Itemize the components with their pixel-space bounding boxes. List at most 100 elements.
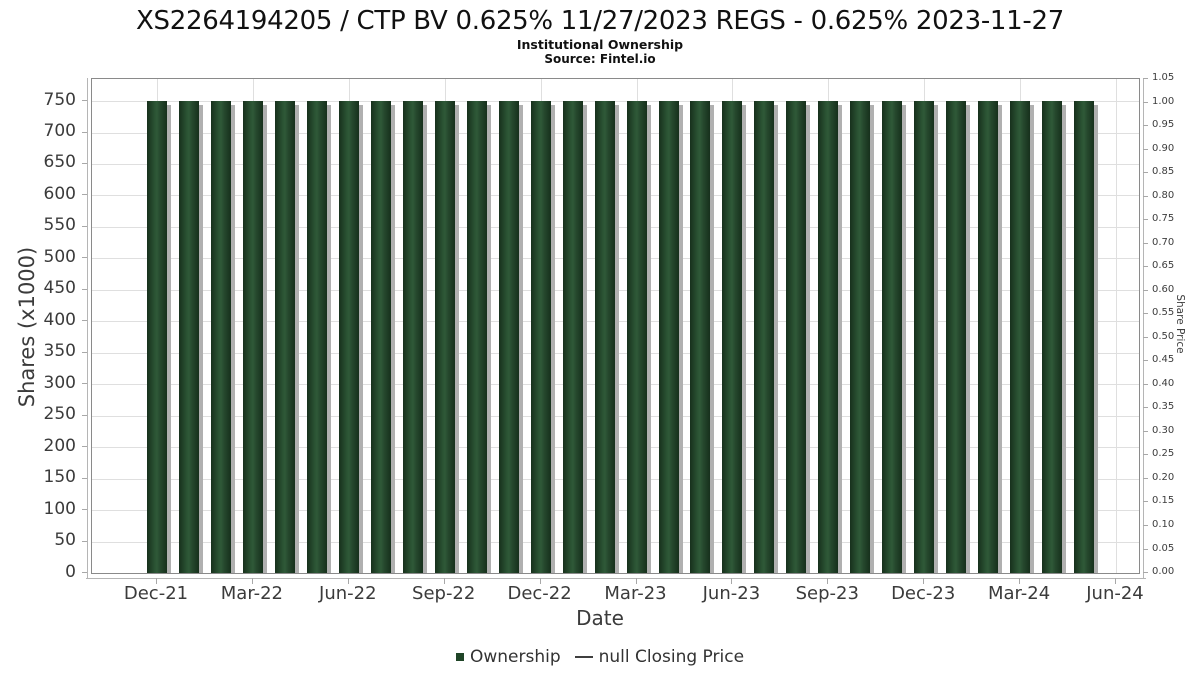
right-axis-tick-label: 0.85	[1152, 166, 1175, 178]
bar[interactable]	[434, 101, 455, 573]
right-axis-tick-label: 0.70	[1152, 236, 1175, 248]
bar[interactable]	[210, 101, 231, 573]
bottom-axis-line	[86, 578, 1146, 579]
bar[interactable]	[370, 101, 391, 573]
bar[interactable]	[914, 101, 935, 573]
bar[interactable]	[147, 101, 167, 573]
plot-area	[91, 78, 1140, 574]
bar[interactable]	[978, 101, 999, 573]
bar[interactable]	[466, 101, 487, 573]
chart-source-label: Source: Fintel.io	[544, 52, 656, 66]
bar[interactable]	[1010, 101, 1031, 573]
legend-item-ownership[interactable]: Ownership	[455, 647, 561, 667]
right-axis-tick-label: 0.80	[1152, 189, 1175, 201]
y-axis-tick	[82, 288, 87, 290]
y-axis-tick	[82, 194, 87, 196]
bar[interactable]	[946, 101, 967, 573]
right-axis-tick	[1143, 172, 1148, 174]
bar[interactable]	[594, 101, 615, 573]
right-axis-tick	[1143, 430, 1148, 432]
legend-item-label: Ownership	[469, 647, 561, 667]
bar[interactable]	[722, 101, 743, 573]
x-axis-title: Date	[576, 606, 624, 630]
right-axis-tick-label: 0.60	[1152, 283, 1175, 295]
right-axis-tick	[1143, 454, 1148, 456]
right-axis-tick	[1143, 360, 1148, 362]
right-axis-tick-label: 0.00	[1152, 566, 1175, 577]
closing-price-series-swatch-icon	[574, 655, 593, 659]
bar[interactable]	[1042, 101, 1063, 573]
bar[interactable]	[338, 101, 359, 573]
x-axis-tick-label: Jun-23	[702, 583, 761, 604]
right-axis-tick	[1143, 195, 1148, 197]
bar[interactable]	[274, 101, 295, 573]
bar[interactable]	[658, 101, 679, 573]
y-axis-tick-label: 600	[43, 183, 76, 204]
x-axis-tick-label: Dec-23	[891, 583, 956, 604]
bar[interactable]	[530, 101, 551, 573]
y-axis-tick	[82, 446, 87, 448]
bar[interactable]	[402, 101, 423, 573]
right-axis-tick	[1143, 477, 1148, 479]
y-axis-tick	[82, 383, 87, 385]
x-axis-tick	[1019, 578, 1021, 584]
bar[interactable]	[882, 101, 903, 573]
bar[interactable]	[786, 101, 807, 573]
y-axis-tick-label: 550	[43, 215, 76, 236]
x-axis-tick	[443, 578, 445, 584]
y-axis-tick-label: 350	[43, 341, 76, 362]
bar[interactable]	[754, 101, 775, 573]
right-axis-tick-label: 0.50	[1152, 330, 1175, 342]
y-axis-tick	[82, 540, 87, 542]
right-axis-tick	[1143, 407, 1148, 409]
y-axis-tick	[82, 131, 87, 133]
right-axis-tick	[1143, 501, 1148, 503]
right-axis-tick-label: 0.75	[1152, 213, 1175, 225]
right-axis-tick	[1143, 242, 1148, 244]
ownership-series-swatch-icon	[455, 653, 464, 661]
y-axis-tick-label: 0	[65, 561, 76, 582]
right-axis-tick	[1143, 289, 1148, 291]
y-axis-tick	[82, 509, 87, 511]
right-axis-tick	[1143, 78, 1148, 79]
y-axis-tick	[82, 414, 87, 416]
x-axis-tick-label: Jun-24	[1086, 583, 1144, 604]
y-axis-tick-label: 650	[43, 152, 76, 173]
y-axis-tick-label: 750	[43, 89, 76, 110]
legend-item-label: null Closing Price	[598, 647, 745, 667]
bar[interactable]	[850, 101, 871, 573]
right-axis-tick-label: 1.00	[1152, 95, 1175, 107]
right-axis-tick-label: 0.30	[1152, 424, 1175, 436]
x-axis-tick-label: Mar-23	[604, 583, 667, 604]
bar[interactable]	[562, 101, 583, 573]
bar[interactable]	[498, 101, 519, 573]
chart-legend: Ownership null Closing Price	[0, 644, 1200, 670]
bar[interactable]	[818, 101, 839, 573]
x-axis-tick	[731, 578, 733, 584]
right-axis-tick	[1143, 336, 1148, 338]
left-axis-line	[87, 78, 88, 578]
right-axis-tick	[1143, 383, 1148, 385]
right-axis-tick-label: 0.35	[1152, 401, 1175, 413]
bar[interactable]	[1074, 101, 1094, 573]
x-axis-tick-label: Dec-21	[123, 583, 189, 604]
y-axis-tick	[82, 162, 87, 164]
x-axis-tick	[635, 578, 637, 584]
right-axis-tick-label: 1.05	[1152, 72, 1175, 83]
right-axis-line	[1143, 78, 1144, 578]
legend-item-closing-price[interactable]: null Closing Price	[574, 647, 745, 667]
y-axis-tick	[82, 572, 87, 573]
y-axis-tick-label: 150	[43, 467, 76, 488]
y-axis-tick	[82, 257, 87, 259]
x-axis-tick-label: Sep-23	[795, 583, 859, 604]
chart-title: XS2264194205 / CTP BV 0.625% 11/27/2023 …	[136, 6, 1064, 36]
right-axis-tick-label: 0.90	[1152, 142, 1175, 154]
bar[interactable]	[690, 101, 711, 573]
y-axis-tick-label: 300	[43, 372, 76, 393]
bar[interactable]	[306, 101, 327, 573]
bar[interactable]	[179, 101, 199, 573]
y-axis-tick	[82, 477, 87, 479]
bar[interactable]	[626, 101, 647, 573]
bar[interactable]	[242, 101, 263, 573]
